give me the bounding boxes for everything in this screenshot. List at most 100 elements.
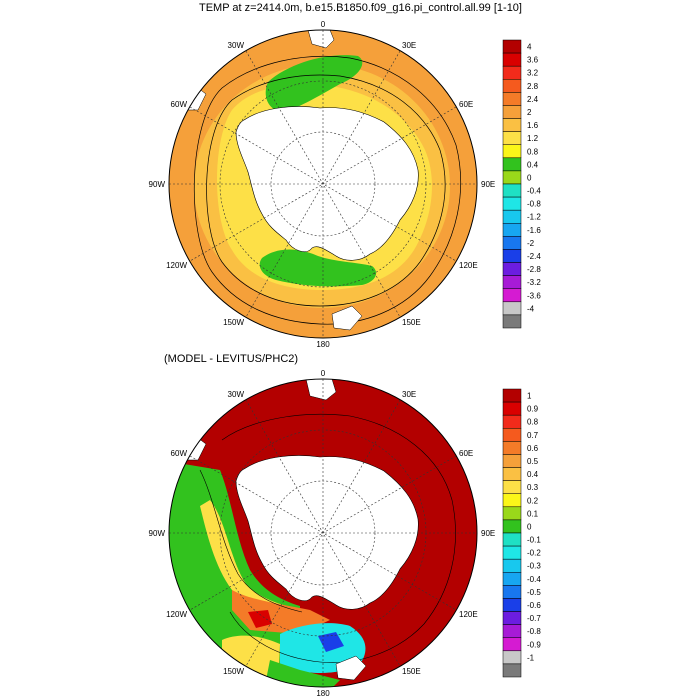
top-contour-1 [206, 74, 446, 307]
colorbar-box [502, 170, 522, 185]
colorbar-box [502, 92, 522, 106]
colorbar-box [502, 493, 522, 508]
colorbar-label: 0.6 [527, 444, 539, 453]
colorbar-box [502, 388, 522, 403]
bottom-lon-ne: 30E [402, 390, 416, 399]
colorbar-box [502, 223, 522, 237]
top-colorbar: 4 3.6 3.2 2.8 2.4 2 1.6 1.2 0.8 0.4 0 -0.4 -0.8 -1.2 -… [502, 39, 541, 329]
colorbar-label: 0.4 [527, 160, 539, 169]
colorbar-label: 0.8 [527, 147, 539, 156]
bottom-graticule [169, 379, 477, 687]
colorbar-label: -0.3 [527, 562, 541, 571]
bottom-lon-nw: 30W [228, 390, 245, 399]
top-lon-se: 150E [402, 318, 421, 327]
colorbar-label: -0.6 [527, 601, 541, 610]
colorbar-box [502, 441, 522, 455]
colorbar-box [502, 52, 522, 67]
bottom-lon-n: 0 [321, 369, 326, 378]
colorbar-box [502, 196, 522, 211]
colorbar-box [502, 454, 522, 468]
colorbar-label: -1 [527, 653, 535, 662]
colorbar-box [502, 275, 522, 289]
bottom-lon-wsw: 120W [166, 610, 187, 619]
top-antarctica [235, 106, 419, 261]
top-map-border [168, 29, 478, 339]
bottom-lon-s: 180 [316, 689, 330, 698]
colorbar-label: 0.5 [527, 457, 539, 466]
colorbar-label: 0 [527, 522, 532, 531]
colorbar-label: -4 [527, 304, 535, 313]
colorbar-label: -1.6 [527, 226, 541, 235]
colorbar-box [502, 598, 522, 612]
top-lon-ene: 60E [459, 100, 473, 109]
bottom-lon-e: 90E [481, 529, 495, 538]
bottom-lon-wnw: 60W [171, 449, 188, 458]
colorbar-label: -2.4 [527, 252, 541, 261]
colorbar-label: -2.8 [527, 265, 541, 274]
bottom-panel-title: (MODEL - LEVITUS/PHC2) [164, 353, 299, 365]
bottom-land-australia [335, 655, 367, 681]
colorbar-box [502, 39, 522, 54]
top-lon-ne: 30E [402, 41, 416, 50]
colorbar-box [502, 519, 522, 534]
colorbar-label: -0.1 [527, 536, 541, 545]
colorbar-box [502, 467, 522, 481]
bottom-lon-ese: 120E [459, 610, 478, 619]
bottom-colorbar: 1 0.9 0.8 0.7 0.6 0.5 0.4 0.3 0.2 0.1 0 -0.1 -0.2 -0.… [502, 388, 541, 678]
colorbar-box [502, 262, 522, 276]
bottom-field-green-south [262, 660, 340, 687]
colorbar-label: -2 [527, 239, 535, 248]
top-lon-sw: 150W [223, 318, 244, 327]
colorbar-label: 3.2 [527, 69, 539, 78]
colorbar-label: 0.1 [527, 509, 539, 518]
colorbar-label: -0.2 [527, 549, 541, 558]
colorbar-box [502, 558, 522, 573]
top-lon-ese: 120E [459, 261, 478, 270]
colorbar-label: -3.2 [527, 278, 541, 287]
colorbar-box [502, 118, 522, 132]
colorbar-label: -0.8 [527, 627, 541, 636]
colorbar-box [502, 105, 522, 119]
colorbar-box [502, 301, 522, 316]
colorbar-box [502, 209, 522, 224]
colorbar-box [502, 545, 522, 560]
top-field-green-south [259, 249, 377, 287]
colorbar-label: -0.7 [527, 614, 541, 623]
colorbar-box [502, 611, 522, 625]
bottom-lon-sw: 150W [223, 667, 244, 676]
colorbar-box [502, 428, 522, 442]
top-lon-wnw: 60W [171, 100, 188, 109]
colorbar-label: 0.3 [527, 483, 539, 492]
colorbar-label: 1.2 [527, 134, 539, 143]
colorbar-box [502, 249, 522, 263]
colorbar-label: -0.8 [527, 200, 541, 209]
colorbar-label: 0.7 [527, 431, 539, 440]
colorbar-box [502, 131, 522, 145]
top-lon-n: 0 [321, 20, 326, 29]
colorbar-box [502, 637, 522, 652]
colorbar-label: 0.4 [527, 470, 539, 479]
colorbar-box [502, 414, 522, 429]
colorbar-label: -1.2 [527, 213, 541, 222]
colorbar-label: -0.9 [527, 640, 541, 649]
bottom-lon-se: 150E [402, 667, 421, 676]
colorbar-label: 0.9 [527, 405, 539, 414]
colorbar-box [502, 585, 522, 599]
colorbar-box [502, 79, 522, 93]
top-lon-w: 90W [149, 180, 166, 189]
bottom-field-blue-south [318, 632, 344, 652]
colorbar-box [502, 183, 522, 198]
colorbar-box [502, 314, 522, 329]
bottom-contour-1 [221, 414, 456, 663]
top-field-green-north [265, 55, 363, 112]
colorbar-label: 0 [527, 173, 532, 182]
bottom-map-border [168, 378, 478, 688]
colorbar-label: 0.2 [527, 496, 539, 505]
colorbar-label: 3.6 [527, 56, 539, 65]
bottom-lon-ene: 60E [459, 449, 473, 458]
top-lon-labels: 0 30E 60E 90E 120E 150E 180 150W 120W 90… [149, 20, 496, 349]
colorbar-box [502, 236, 522, 250]
colorbar-label: -0.5 [527, 588, 541, 597]
colorbar-label: 1 [527, 392, 532, 401]
top-land-australia [331, 305, 363, 331]
